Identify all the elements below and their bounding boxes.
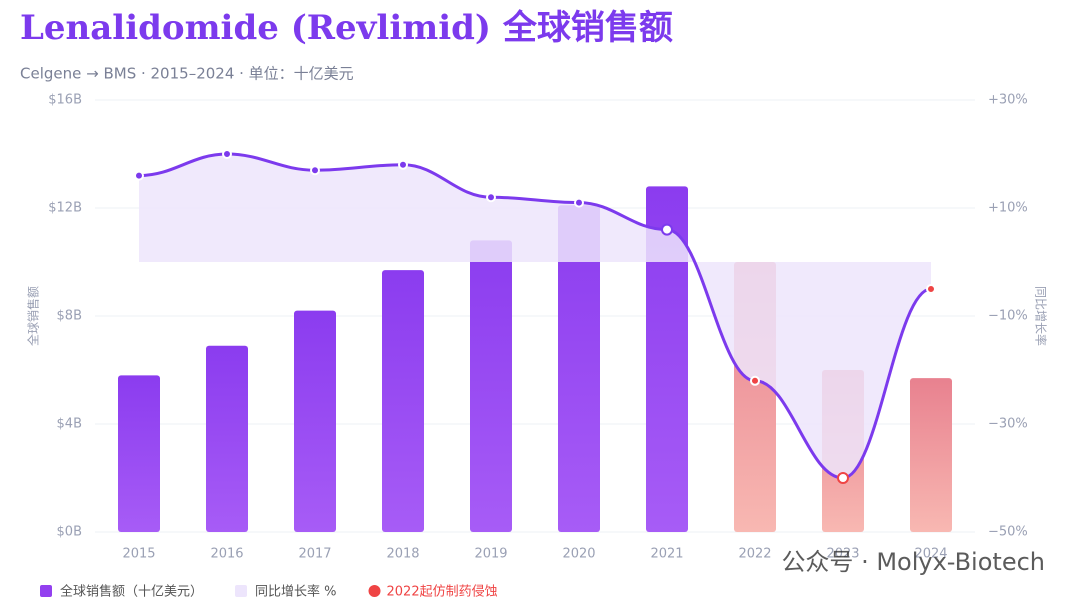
line-point <box>926 284 936 294</box>
y2-tick-label: +10% <box>988 201 1028 216</box>
y-tick-label: $8B <box>57 309 82 324</box>
y2-tick-label: −50% <box>988 525 1028 540</box>
line-point <box>398 159 408 170</box>
y-tick-label: $12B <box>48 201 82 216</box>
y2-tick-label: −30% <box>988 417 1028 432</box>
y-tick-label: $16B <box>48 93 82 108</box>
line-point <box>574 197 584 208</box>
y-tick-label: $0B <box>57 525 82 540</box>
y2-tick-label: −10% <box>988 309 1028 324</box>
x-tick-label: 2016 <box>210 547 243 562</box>
x-tick-label: 2015 <box>122 547 155 562</box>
bar <box>910 378 952 532</box>
legend-label: 全球销售额（十亿美元） <box>60 584 203 600</box>
line-point <box>750 375 760 386</box>
x-tick-label: 2022 <box>738 547 771 562</box>
x-tick-label: 2017 <box>298 547 331 562</box>
x-tick-label: 2023 <box>826 547 859 562</box>
line-point <box>310 165 320 176</box>
legend-swatch <box>40 585 52 597</box>
legend-label: 同比增长率 % <box>255 584 337 600</box>
legend-label: 2022起仿制药侵蚀 <box>387 584 498 600</box>
bar <box>558 205 600 533</box>
subtitle: Celgene → BMS · 2015–2024 · 单位：十亿美元 <box>20 65 354 83</box>
x-tick-label: 2018 <box>386 547 419 562</box>
labels: $0B $4B $8B $12B $16B −50% −30% −10% +10% +30% 201… <box>48 93 1028 562</box>
bar <box>646 186 688 532</box>
chart-title: Lenalidomide (Revlimid) 全球销售额 <box>20 8 673 48</box>
bar <box>382 270 424 532</box>
line-point <box>134 170 144 181</box>
legend-swatch <box>368 585 381 597</box>
bar <box>206 345 248 532</box>
line-point <box>661 223 673 236</box>
line-layer <box>134 149 936 484</box>
legend: 全球销售额（十亿美元） 同比增长率 % 2022起仿制药侵蚀 <box>40 584 498 600</box>
line-point <box>222 149 232 159</box>
watermark: 公众号 · Molyx-Biotech <box>781 548 1045 576</box>
x-tick-label: 2024 <box>914 547 947 562</box>
line-point <box>837 472 849 484</box>
x-tick-label: 2019 <box>474 547 507 562</box>
bar <box>118 375 160 532</box>
line <box>138 152 932 480</box>
y-tick-label: $4B <box>57 417 82 432</box>
line-point <box>486 192 496 203</box>
bar <box>470 240 512 532</box>
legend-swatch <box>235 585 248 597</box>
y2-axis-title: 同比增长率 <box>1034 286 1049 346</box>
line-area <box>139 154 931 478</box>
x-tick-label: 2021 <box>650 547 683 562</box>
bar <box>294 310 336 532</box>
x-tick-label: 2020 <box>562 547 595 562</box>
y-axis-title: 全球销售额 <box>26 286 41 346</box>
y2-tick-label: +30% <box>988 93 1028 108</box>
